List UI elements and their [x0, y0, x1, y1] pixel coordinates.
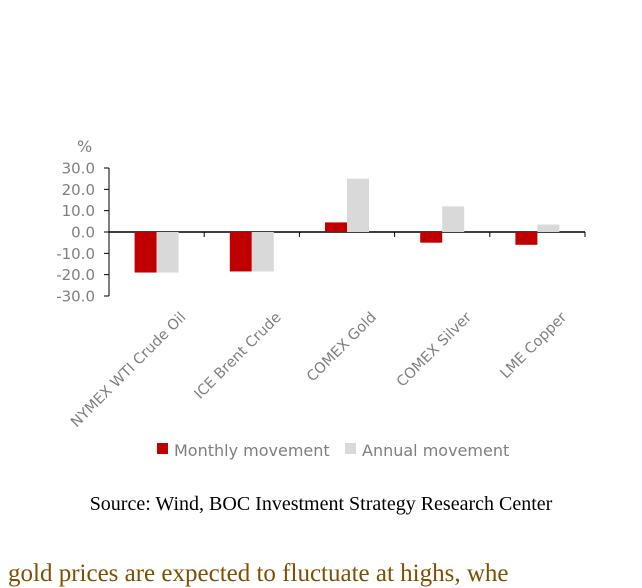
category-labels: NYMEX WTI Crude Oil ICE Brent Crude COMEX … — [68, 309, 570, 430]
y-axis-tick-marks — [104, 167, 109, 297]
bar-monthly — [134, 232, 157, 273]
y-tick-label: 30.0 — [62, 160, 95, 178]
legend: Monthly movement Annual movement — [157, 441, 509, 460]
y-tick-label: -20.0 — [56, 266, 95, 284]
category-label: NYMEX WTI Crude Oil — [68, 310, 189, 431]
y-axis-tick-labels: 30.0 20.0 10.0 0.0 -10.0 -20.0 -30.0 — [56, 160, 95, 306]
bar-annual — [251, 232, 274, 272]
bar-annual — [347, 178, 369, 232]
y-tick-label: -30.0 — [56, 288, 95, 306]
legend-swatch-annual — [345, 443, 356, 454]
y-tick-label: 0.0 — [71, 224, 95, 242]
chart-source-caption: Source: Wind, BOC Investment Strategy Re… — [89, 493, 553, 515]
bars-group — [134, 178, 560, 273]
x-axis-tick-marks — [108, 232, 586, 237]
category-label: COMEX Silver — [394, 309, 475, 390]
commodity-movement-chart: % 30.0 20.0 10.0 0.0 -10.0 -20.0 -30.0 NYMEX W… — [56, 137, 586, 460]
bar-annual — [442, 206, 465, 232]
legend-swatch-monthly — [157, 443, 168, 454]
bar-monthly — [229, 232, 252, 272]
legend-label-annual: Annual movement — [362, 441, 509, 460]
y-tick-label: 20.0 — [62, 181, 95, 199]
y-tick-label: 10.0 — [62, 202, 95, 220]
bar-monthly — [515, 232, 538, 245]
bar-monthly — [325, 222, 347, 232]
category-label: ICE Brent Crude — [192, 309, 285, 402]
bar-annual — [537, 224, 560, 232]
legend-label-monthly: Monthly movement — [174, 441, 330, 460]
y-tick-label: -10.0 — [56, 245, 95, 263]
y-axis-unit-label: % — [77, 137, 92, 156]
bar-monthly — [420, 232, 443, 243]
bar-annual — [156, 232, 179, 273]
body-paragraph-text: gold prices are expected to fluctuate at… — [8, 560, 509, 587]
category-label: COMEX Gold — [304, 310, 380, 386]
category-label: LME Copper — [498, 309, 571, 382]
